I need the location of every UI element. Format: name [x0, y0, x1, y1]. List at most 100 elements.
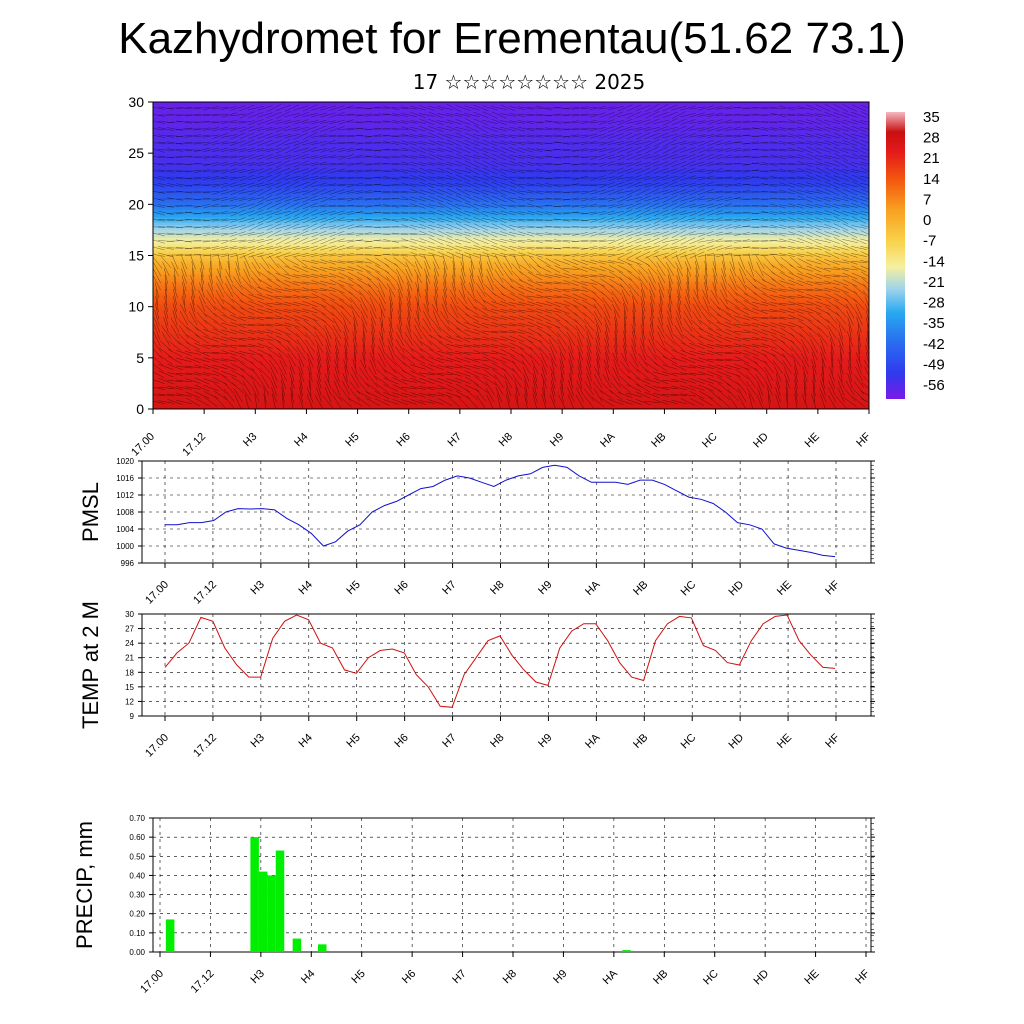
wind-barb: [410, 112, 426, 118]
wind-barb: [311, 266, 327, 272]
wind-barb: [797, 161, 813, 167]
wind-barb: [491, 350, 507, 356]
wind-barb: [153, 163, 165, 166]
wind-barb: [284, 181, 300, 189]
wind-barb: [309, 372, 311, 390]
ytick-label: 1000: [116, 542, 134, 551]
heatmap-band: [153, 114, 869, 118]
wind-barb: [807, 312, 821, 324]
wind-barb: [586, 373, 592, 389]
wind-barb: [257, 154, 273, 160]
wind-barb: [194, 225, 210, 229]
wind-barb: [721, 268, 727, 284]
wind-barb: [482, 323, 498, 327]
wind-barb: [779, 211, 795, 215]
wind-barb: [161, 331, 171, 347]
wind-barb: [860, 398, 869, 403]
wind-barb: [437, 182, 453, 188]
wind-barb: [225, 275, 233, 291]
wind-barb: [545, 155, 561, 159]
wind-barb: [413, 255, 423, 269]
wind-barb: [509, 348, 525, 358]
wind-barb: [725, 240, 741, 242]
wind-barb: [473, 160, 489, 168]
wind-barb: [491, 216, 507, 224]
wind-barb: [838, 331, 844, 347]
wind-barb: [653, 189, 669, 195]
wind-barb: [500, 210, 516, 216]
wind-barb: [572, 134, 588, 138]
wind-barb: [410, 364, 426, 370]
wind-barb: [194, 232, 210, 236]
wind-barb: [204, 313, 218, 323]
wind-barb: [221, 363, 237, 371]
wind-barb: [806, 237, 822, 245]
wind-barb: [815, 104, 831, 112]
wind-barb: [203, 114, 219, 116]
wind-barb: [608, 154, 624, 160]
wind-barb: [329, 224, 345, 230]
wind-barb: [662, 118, 678, 126]
wind-barb: [577, 366, 583, 382]
heatmap-band: [153, 155, 869, 159]
wind-barb: [833, 182, 849, 188]
wind-barb: [194, 135, 210, 137]
wind-barb: [416, 275, 420, 291]
wind-barb: [185, 170, 201, 172]
wind-barb: [460, 282, 466, 298]
wind-barb: [753, 292, 767, 302]
wind-barb: [509, 176, 525, 180]
wind-barb: [176, 149, 192, 151]
wind-barb: [806, 196, 822, 202]
wind-barb: [257, 132, 273, 140]
wind-barb: [806, 211, 822, 215]
wind-barb: [248, 202, 264, 210]
wind-barb: [734, 331, 750, 333]
wind-barb: [428, 139, 444, 147]
wind-barb: [455, 335, 471, 343]
wind-barb: [856, 352, 862, 368]
wind-barb: [698, 139, 714, 147]
wind-barb: [545, 314, 561, 322]
wind-barb: [365, 258, 381, 266]
wind-barb: [275, 188, 291, 196]
wind-barb: [491, 175, 507, 181]
wind-barb: [557, 338, 567, 354]
wind-barb: [176, 399, 192, 405]
ytick-label: 15: [125, 683, 134, 692]
wind-barb: [842, 139, 858, 147]
wind-barb: [817, 325, 829, 339]
wind-barb: [790, 333, 802, 345]
wind-barb: [293, 309, 309, 313]
wind-barb: [365, 142, 381, 144]
wind-barb: [626, 399, 642, 405]
wind-barb: [314, 331, 324, 347]
wind-barb: [154, 282, 160, 298]
wind-barb: [769, 191, 787, 193]
wind-barb: [320, 204, 336, 208]
wind-barb: [698, 371, 714, 377]
wind-barb: [842, 174, 858, 182]
xtick-label: H4: [296, 579, 314, 597]
wind-barb: [374, 190, 390, 194]
wind-barb: [381, 310, 383, 326]
wind-barb: [653, 377, 669, 385]
wind-barb: [716, 154, 732, 160]
wind-barb: [783, 373, 791, 389]
wind-barb: [230, 224, 246, 230]
wind-barb: [311, 182, 327, 188]
wind-barb: [339, 299, 353, 309]
wind-barb: [544, 114, 562, 116]
wind-barb: [514, 394, 520, 409]
wind-barb: [221, 246, 237, 250]
wind-barb: [644, 127, 660, 131]
wind-barb: [398, 303, 402, 319]
wind-barb: [554, 190, 570, 194]
wind-barb: [332, 395, 342, 409]
wind-barb: [437, 251, 453, 259]
wind-barb: [626, 202, 642, 210]
wind-barb: [707, 231, 723, 237]
wind-barb: [536, 265, 552, 273]
wind-barb: [599, 260, 615, 264]
wind-barb: [599, 119, 615, 125]
